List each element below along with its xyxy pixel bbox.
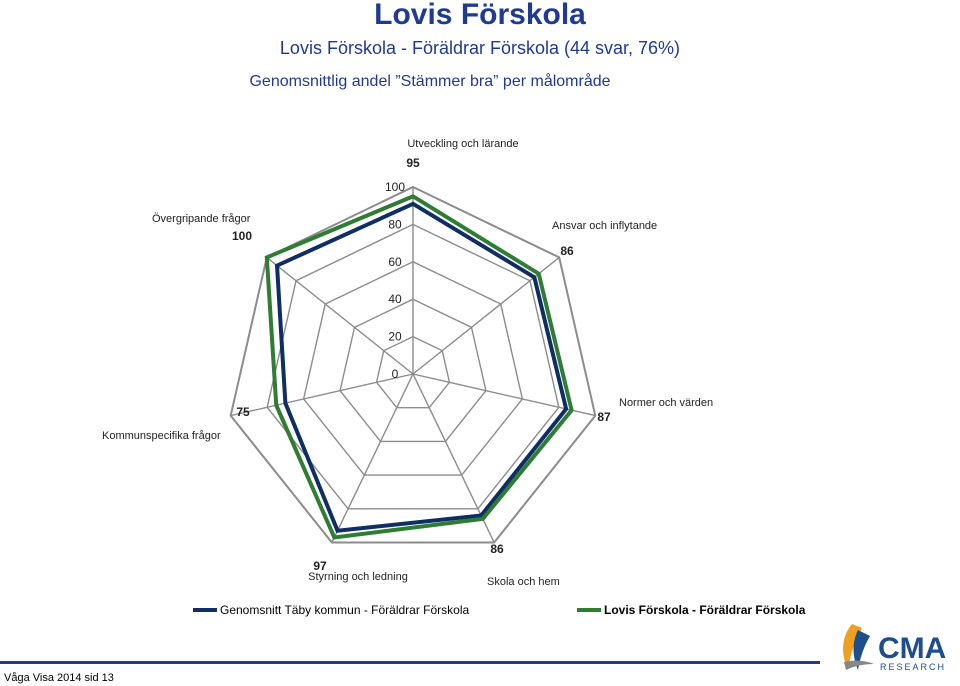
grid-ring-40 (339, 298, 487, 443)
axis-label-3: Skola och hem (487, 576, 560, 588)
tick-label-80: 80 (388, 217, 402, 231)
footer-page-label: Våga Visa 2014 sid 13 (4, 672, 114, 684)
data-label-4: 97 (313, 559, 327, 573)
grid-ring-80 (266, 223, 560, 510)
data-label-1: 86 (560, 244, 574, 258)
series-line-1 (264, 194, 574, 540)
series-line-0 (274, 201, 569, 533)
axis-label-2: Normer och värden (619, 397, 713, 409)
data-label-2: 87 (597, 410, 611, 424)
tick-label-100: 100 (385, 180, 405, 194)
grid-spoke-4 (331, 373, 414, 543)
axis-label-0: Utveckling och lärande (407, 138, 518, 150)
axis-label-4: Styrning och ledning (308, 571, 408, 583)
cma-research-logo: CMA RESEARCH (843, 624, 946, 672)
svg-text:CMA: CMA (878, 632, 946, 665)
legend-swatch-lovis (577, 608, 601, 612)
tick-label-60: 60 (388, 255, 402, 269)
legend-item-lovis: Lovis Förskola - Föräldrar Förskola (577, 603, 805, 617)
tick-label-0: 0 (392, 367, 399, 381)
grid-ring-100 (229, 185, 597, 544)
chart-heading: Genomsnittlig andel ”Stämmer bra” per må… (249, 73, 611, 90)
grid-spoke-6 (266, 256, 414, 375)
axis-label-5: Kommunspecifika frågor (102, 430, 221, 442)
footer-rule (0, 661, 820, 664)
tick-label-40: 40 (388, 292, 402, 306)
grid-spoke-5 (230, 373, 414, 417)
axis-label-1: Ansvar och inflytande (552, 220, 657, 232)
tick-label-20: 20 (388, 330, 402, 344)
grid-ring-60 (302, 261, 524, 476)
page-title: Lovis Förskola (374, 0, 586, 31)
legend-swatch-taby (193, 608, 217, 612)
legend-label-taby: Genomsnitt Täby kommun - Föräldrar Försk… (220, 603, 470, 617)
page-subtitle: Lovis Förskola - Föräldrar Förskola (44 … (279, 38, 681, 58)
legend-label-lovis: Lovis Förskola - Föräldrar Förskola (604, 603, 806, 617)
svg-text:RESEARCH: RESEARCH (880, 662, 946, 672)
data-label-5: 75 (236, 405, 250, 419)
legend-item-taby: Genomsnitt Täby kommun - Föräldrar Försk… (193, 603, 469, 617)
data-label-3: 86 (490, 542, 504, 556)
data-label-0: 95 (406, 156, 420, 170)
data-label-6: 100 (232, 229, 252, 243)
grid-ring-20 (375, 335, 451, 409)
axis-label-6: Övergripande frågor (152, 213, 251, 225)
